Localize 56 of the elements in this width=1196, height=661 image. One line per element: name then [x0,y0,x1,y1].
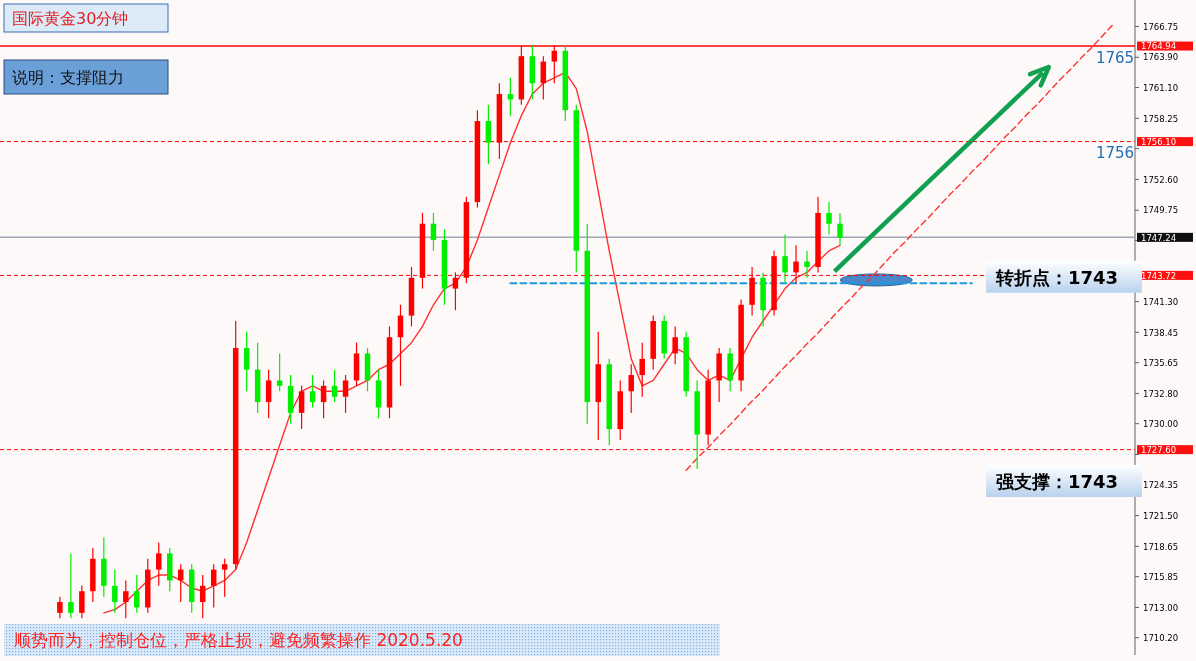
candlestick [430,212,437,252]
candlestick [221,558,228,598]
y-tick-label: 1749.75 [1143,205,1179,216]
ref-line-label: 1727.60 [1141,444,1177,455]
y-tick-label: 1766.75 [1143,21,1179,32]
candlestick [79,585,85,619]
y-tick-label: 1758.25 [1143,113,1179,124]
candlestick [265,369,272,419]
y-tick-label: 1735.65 [1143,357,1179,368]
candlestick [837,212,843,246]
candlestick [134,574,140,614]
y-tick-label: 1752.60 [1143,174,1179,185]
y-tick-label: 1721.50 [1143,510,1179,521]
y-tick-label: 1761.10 [1143,82,1179,93]
candlestick [199,574,206,619]
text: 说明：支撑阻力 [12,68,124,87]
annotation: 1765 [1095,48,1135,67]
ref-line-label: 1764.94 [1141,41,1177,52]
candlestick [320,379,327,419]
annotation: 强支撑：1743 [996,470,1119,492]
candlestick [309,374,316,409]
annotation: 顺势而为，控制仓位，严格止损，避免频繁操作 2020.5.20 [14,630,463,650]
candlestick [156,541,162,587]
candlestick [826,201,832,236]
candlestick [804,250,810,279]
annotation: 1756 [1095,143,1135,162]
candlestick [68,552,74,619]
candlestick [123,579,129,619]
candlestick [485,104,492,165]
candlestick [331,369,338,403]
candlestick [243,331,250,392]
y-tick-label: 1710.20 [1143,632,1179,643]
y-tick-label: 1718.65 [1143,541,1179,552]
y-tick-label: 1713.00 [1143,602,1179,613]
candlestick [342,374,349,414]
ref-line-label: 1756.10 [1141,136,1177,147]
candlestick [782,233,788,284]
candlestick [672,325,678,365]
candlestick [298,385,305,430]
annotation: 转折点：1743 [995,266,1119,288]
candlestick [210,563,217,609]
candlestick [276,352,283,392]
y-tick-label: 1732.80 [1143,388,1179,399]
y-tick-label: 1741.30 [1143,296,1179,307]
ref-line-label: 1747.24 [1141,232,1177,243]
y-tick-label: 1724.35 [1143,479,1179,490]
y-tick-label: 1738.45 [1143,327,1179,338]
candlestick [112,569,118,614]
candlestick [57,596,63,619]
y-tick-label: 1715.85 [1143,571,1179,582]
y-tick-label: 1730.00 [1143,418,1179,429]
candlestick [628,363,634,414]
ref-line-label: 1743.72 [1141,270,1177,281]
candlestick [639,342,645,398]
y-tick-label: 1763.90 [1143,52,1179,63]
text: 国际黄金30分钟 [12,9,129,28]
